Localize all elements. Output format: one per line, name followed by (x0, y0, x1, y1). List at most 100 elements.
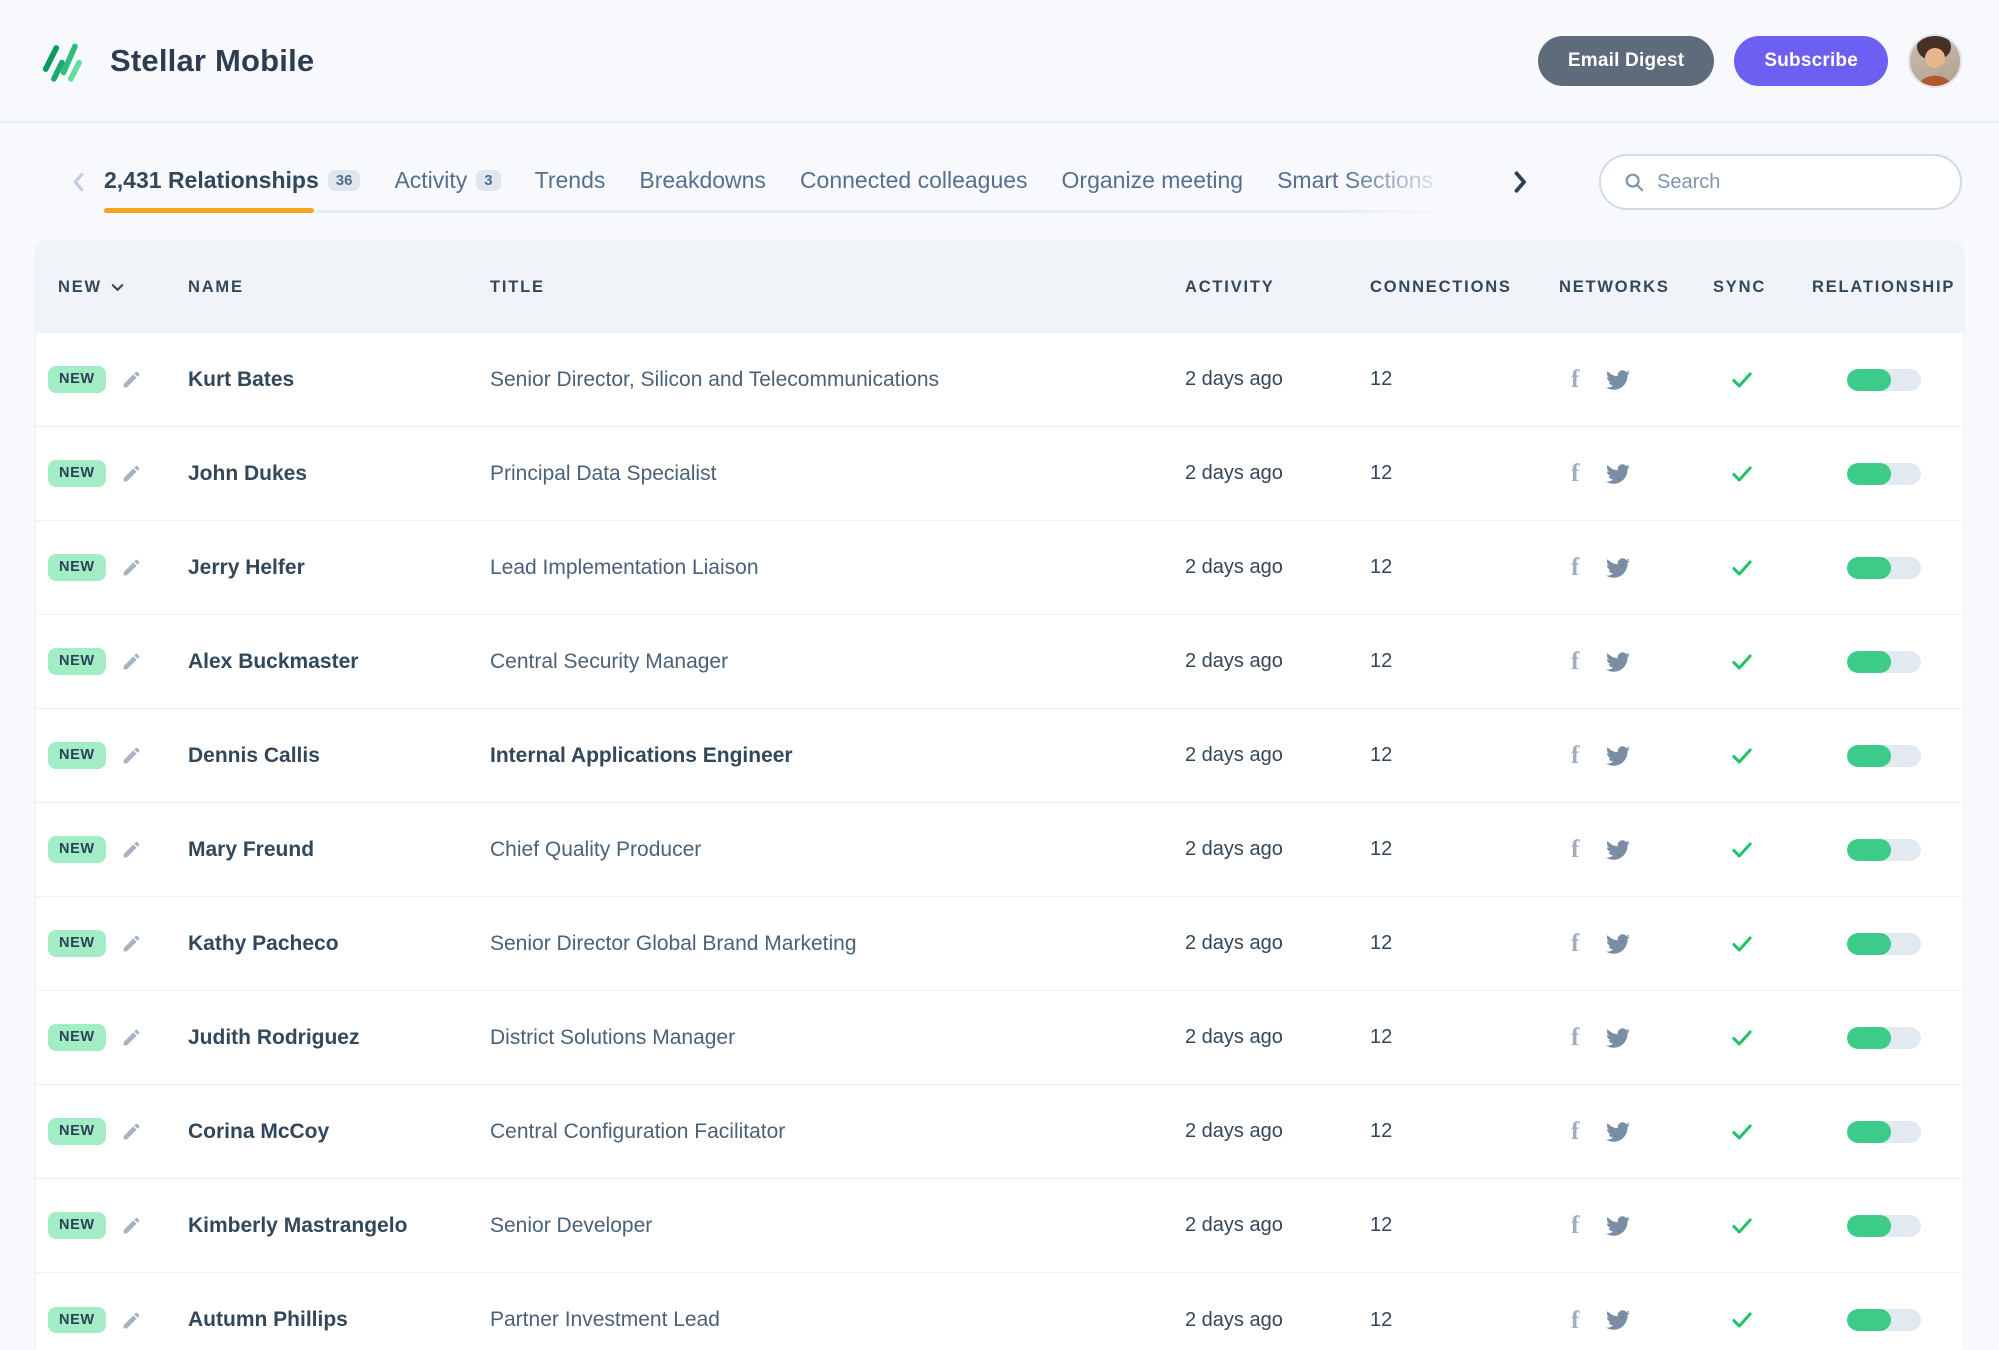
networks-cell: f (1559, 367, 1713, 392)
tab-activity[interactable]: Activity3 (394, 151, 500, 210)
edit-pencil-icon[interactable] (108, 1121, 154, 1142)
twitter-icon[interactable] (1606, 838, 1630, 862)
twitter-icon[interactable] (1606, 1026, 1630, 1050)
subscribe-button[interactable]: Subscribe (1734, 36, 1888, 86)
activity-value: 2 days ago (1185, 368, 1370, 391)
twitter-icon[interactable] (1606, 1214, 1630, 1238)
contact-title: Lead Implementation Liaison (490, 556, 1185, 580)
tab-label: Breakdowns (639, 167, 766, 194)
column-header-activity[interactable]: ACTIVITY (1185, 278, 1370, 297)
table-row[interactable]: NEW Jerry HelferLead Implementation Liais… (36, 521, 1963, 615)
table-row[interactable]: NEWKurt BatesSenior Director, Silicon an… (36, 333, 1963, 427)
table-row[interactable]: NEWDennis CallisInternal Applications En… (36, 709, 1963, 803)
relationship-progress (1812, 745, 1963, 767)
tab-count-badge: 3 (476, 170, 500, 191)
facebook-icon[interactable]: f (1571, 649, 1579, 674)
tab-organize-meeting[interactable]: Organize meeting (1062, 151, 1244, 210)
connections-count: 12 (1370, 368, 1559, 391)
facebook-icon[interactable]: f (1571, 743, 1579, 768)
facebook-icon[interactable]: f (1571, 837, 1579, 862)
edit-pencil-icon[interactable] (108, 745, 154, 766)
twitter-icon[interactable] (1606, 1120, 1630, 1144)
new-badge: NEW (48, 554, 106, 581)
tab-bar: 2,431 Relationships36 Activity3 Trends Brea… (0, 123, 1999, 241)
edit-pencil-icon[interactable] (108, 651, 154, 672)
column-header-new[interactable]: NEW (48, 278, 108, 297)
activity-value: 2 days ago (1185, 1309, 1370, 1332)
relationship-progress (1812, 839, 1963, 861)
tab-connected-colleagues[interactable]: Connected colleagues (800, 151, 1028, 210)
relationships-table: NEW NAME TITLE ACTIVITY CONNECTIONS NETW… (36, 241, 1963, 1350)
chevron-left-icon[interactable] (66, 169, 92, 195)
twitter-icon[interactable] (1606, 462, 1630, 486)
sync-check-icon (1713, 1025, 1812, 1051)
tab-label: Organize meeting (1062, 167, 1244, 194)
sync-check-icon (1713, 1119, 1812, 1145)
contact-name: Kathy Pacheco (154, 932, 490, 956)
table-row[interactable]: NEWAlex BuckmasterCentral Security Manag… (36, 615, 1963, 709)
edit-pencil-icon[interactable] (108, 557, 154, 578)
facebook-icon[interactable]: f (1571, 555, 1579, 580)
contact-name: Jerry Helfer (154, 556, 490, 580)
column-header-connections[interactable]: CONNECTIONS (1370, 278, 1559, 297)
facebook-icon[interactable]: f (1571, 1119, 1579, 1144)
twitter-icon[interactable] (1606, 556, 1630, 580)
column-header-sync[interactable]: SYNC (1713, 278, 1812, 297)
table-row[interactable]: NEWJohn DukesPrincipal Data Specialist2 … (36, 427, 1963, 521)
activity-value: 2 days ago (1185, 932, 1370, 955)
relationship-fill (1847, 557, 1891, 579)
facebook-icon[interactable]: f (1571, 1025, 1579, 1050)
tab-count-badge: 36 (328, 170, 361, 191)
column-header-title[interactable]: TITLE (490, 278, 1185, 297)
new-badge: NEW (48, 1307, 106, 1334)
edit-pencil-icon[interactable] (108, 369, 154, 390)
chevron-right-icon[interactable] (1506, 168, 1534, 196)
relationship-progress (1812, 1309, 1963, 1331)
column-header-relationship[interactable]: RELATIONSHIP (1812, 278, 1963, 297)
table-row[interactable]: NEWJudith RodriguezDistrict Solutions Ma… (36, 991, 1963, 1085)
sort-chevron-icon[interactable] (108, 278, 154, 297)
relationship-progress (1812, 933, 1963, 955)
sync-check-icon (1713, 743, 1812, 769)
contact-name: Dennis Callis (154, 744, 490, 768)
new-badge: NEW (48, 1024, 106, 1051)
facebook-icon[interactable]: f (1571, 461, 1579, 486)
table-row[interactable]: NEWMary FreundChief Quality Producer2 da… (36, 803, 1963, 897)
user-avatar[interactable] (1908, 34, 1962, 88)
facebook-icon[interactable]: f (1571, 1213, 1579, 1238)
facebook-icon[interactable]: f (1571, 931, 1579, 956)
twitter-icon[interactable] (1606, 932, 1630, 956)
edit-pencil-icon[interactable] (108, 1310, 154, 1331)
tab-smart-sections[interactable]: Smart Sections (1277, 151, 1433, 210)
relationship-track (1847, 1027, 1921, 1049)
edit-pencil-icon[interactable] (108, 1027, 154, 1048)
twitter-icon[interactable] (1606, 744, 1630, 768)
twitter-icon[interactable] (1606, 368, 1630, 392)
table-row[interactable]: NEWKathy PachecoSenior Director Global B… (36, 897, 1963, 991)
email-digest-button[interactable]: Email Digest (1538, 36, 1714, 86)
networks-cell: f (1559, 1213, 1713, 1238)
table-row[interactable]: NEWKimberly MastrangeloSenior Developer2… (36, 1179, 1963, 1273)
edit-pencil-icon[interactable] (108, 839, 154, 860)
tab-trends[interactable]: Trends (535, 151, 606, 210)
edit-pencil-icon[interactable] (108, 1215, 154, 1236)
tab-breakdowns[interactable]: Breakdowns (639, 151, 766, 210)
edit-pencil-icon[interactable] (108, 463, 154, 484)
connections-count: 12 (1370, 650, 1559, 673)
column-header-name[interactable]: NAME (154, 278, 490, 297)
connections-count: 12 (1370, 1214, 1559, 1237)
sync-check-icon (1713, 367, 1812, 393)
search-box[interactable] (1599, 154, 1962, 210)
twitter-icon[interactable] (1606, 650, 1630, 674)
table-row[interactable]: NEWAutumn PhillipsPartner Investment Lea… (36, 1273, 1963, 1350)
column-header-networks[interactable]: NETWORKS (1559, 278, 1713, 297)
edit-pencil-icon[interactable] (108, 933, 154, 954)
table-body: NEWKurt BatesSenior Director, Silicon an… (36, 333, 1963, 1350)
table-row[interactable]: NEWCorina McCoyCentral Configuration Fac… (36, 1085, 1963, 1179)
relationship-fill (1847, 1309, 1891, 1331)
search-input[interactable] (1657, 171, 1938, 194)
twitter-icon[interactable] (1606, 1308, 1630, 1332)
facebook-icon[interactable]: f (1571, 1308, 1579, 1333)
facebook-icon[interactable]: f (1571, 367, 1579, 392)
tab-2-431-relationships[interactable]: 2,431 Relationships36 (104, 151, 360, 210)
